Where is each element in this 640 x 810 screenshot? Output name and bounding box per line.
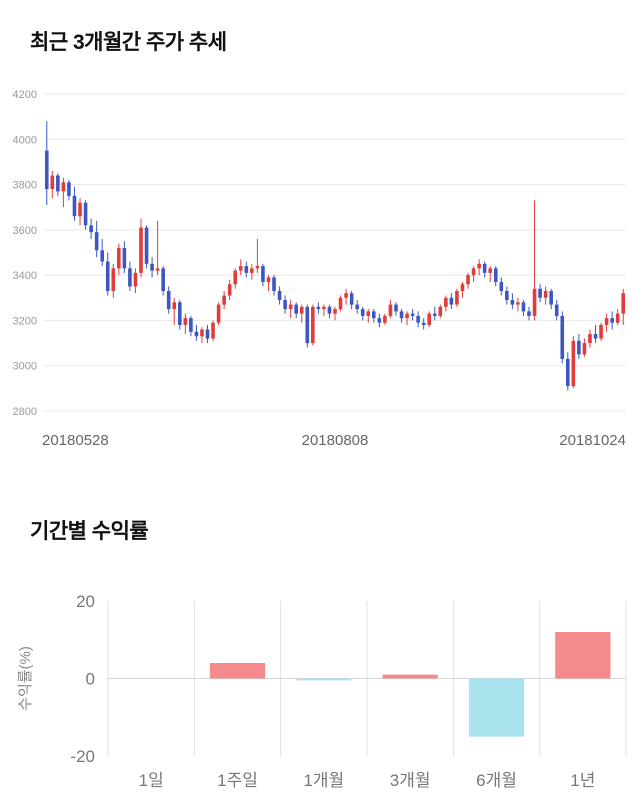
returns-chart-title: 기간별 수익률 [30, 520, 149, 543]
svg-text:20180528: 20180528 [42, 432, 109, 449]
svg-text:20180808: 20180808 [302, 432, 369, 449]
returns-bar-chart: 20 0 -20 1일 1주일 1개월 3개월 6개월 1년 수익률(%) [17, 592, 627, 790]
svg-text:20181024: 20181024 [559, 432, 626, 449]
svg-text:6개월: 6개월 [476, 771, 517, 790]
svg-text:0: 0 [86, 670, 95, 689]
svg-text:3000: 3000 [13, 361, 37, 373]
svg-text:-20: -20 [70, 747, 95, 766]
svg-text:3400: 3400 [13, 270, 37, 282]
svg-text:4200: 4200 [13, 89, 37, 101]
price-candlestick-chart: 2800 3000 3200 3400 3600 3800 4000 4200 20180528… [13, 89, 626, 449]
svg-text:3800: 3800 [13, 180, 37, 192]
svg-text:1개월: 1개월 [303, 771, 344, 790]
svg-text:20: 20 [76, 592, 95, 611]
svg-text:2800: 2800 [13, 406, 37, 418]
svg-text:1일: 1일 [139, 771, 164, 790]
svg-text:4000: 4000 [13, 134, 37, 146]
svg-text:1년: 1년 [570, 771, 595, 790]
svg-text:3200: 3200 [13, 315, 37, 327]
svg-text:3개월: 3개월 [390, 771, 431, 790]
svg-text:3600: 3600 [13, 225, 37, 237]
price-chart-title: 최근 3개월간 주가 추세 [30, 31, 227, 54]
svg-text:1주일: 1주일 [217, 771, 258, 790]
svg-text:수익률(%): 수익률(%) [17, 646, 34, 711]
